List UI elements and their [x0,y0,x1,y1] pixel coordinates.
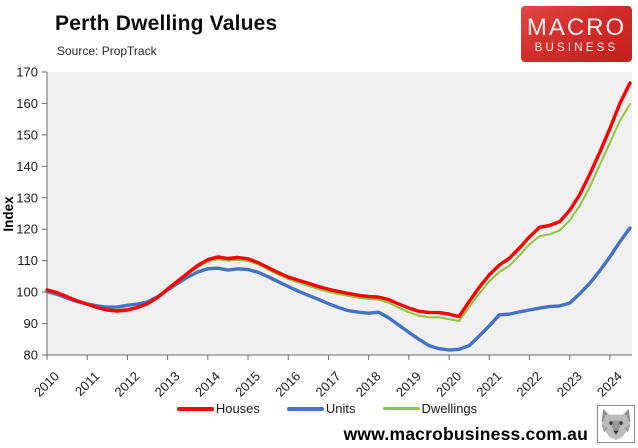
legend-label-dwellings: Dwellings [421,401,478,416]
series-line-houses [45,81,632,319]
page-title: Perth Dwelling Values [55,12,278,35]
chart-source-note: Source: PropTrack [57,44,157,58]
y-tick-label: 170 [16,65,38,80]
wolf-icon [601,408,631,441]
x-tick-label: 2012 [111,369,142,400]
y-tick-label: 110 [17,253,38,268]
legend-item-dwellings: Dwellings [382,401,478,416]
legend-label-houses: Houses [215,401,260,416]
x-tick-label: 2015 [232,369,263,400]
x-tick-label: 2019 [393,369,424,400]
x-tick-label: 2023 [554,369,585,400]
macrobusiness-logo: MACRO BUSINESS [521,6,632,62]
x-tick-label: 2022 [514,369,545,400]
chart-legend: Houses Units Dwellings [47,401,607,416]
dwellings-line-swatch-icon [382,407,420,410]
x-tick-label: 2017 [313,369,344,400]
logo-text-macro: MACRO [526,14,627,41]
y-tick-label: 130 [16,190,38,205]
plot-area [47,72,632,355]
x-tick-label: 2024 [594,369,625,400]
x-tick-label: 2018 [353,369,384,400]
logo-text-business: BUSINESS [534,42,619,54]
y-axis-title: Index [1,196,16,232]
houses-line-swatch-icon [176,406,214,411]
x-tick-label: 2020 [433,369,464,400]
y-tick-label: 160 [16,96,38,111]
website-url: www.macrobusiness.com.au [343,424,588,444]
x-tick-label: 2014 [192,369,223,400]
series-line-units [45,226,632,352]
units-line-swatch-icon [286,406,324,411]
x-tick-label: 2011 [72,369,102,399]
y-tick-label: 120 [16,222,38,237]
y-tick-label: 80 [24,348,38,363]
x-tick-label: 2016 [272,369,303,400]
legend-item-houses: Houses [176,401,260,416]
x-tick-label: 2010 [31,369,62,400]
legend-label-units: Units [325,401,356,416]
wolf-logo-box [597,405,635,443]
y-tick-label: 90 [24,316,38,331]
legend-item-units: Units [286,401,356,416]
x-tick-label: 2013 [152,369,183,400]
y-tick-label: 140 [16,159,38,174]
x-tick-label: 2021 [473,369,504,400]
y-tick-label: 150 [16,127,38,142]
y-tick-label: 100 [16,285,38,300]
